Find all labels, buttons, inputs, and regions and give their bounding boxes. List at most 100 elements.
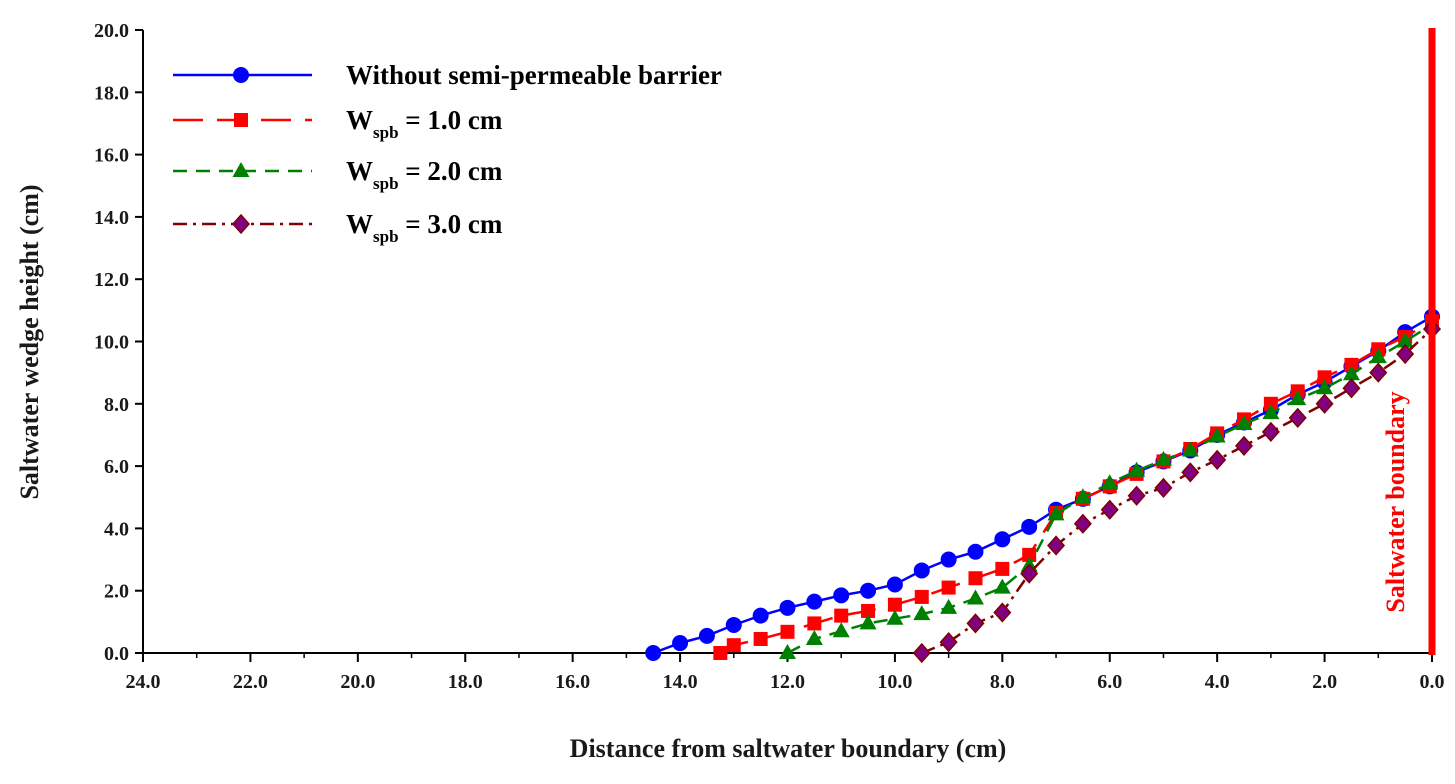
series-1-line — [652, 315, 1433, 655]
series-2 — [713, 314, 1439, 660]
legend-item-3: Wspb = 2.0 cm — [173, 156, 503, 193]
y-tick-label: 8.0 — [104, 394, 129, 416]
series-4-point — [1181, 462, 1200, 483]
series-3-point — [1154, 450, 1172, 466]
series-1-point — [645, 645, 662, 661]
series-1-point — [1021, 518, 1038, 535]
series-2-line — [719, 320, 1433, 655]
x-tick-label: 18.0 — [448, 671, 483, 693]
series-3-point — [966, 589, 984, 605]
series-4-point — [1261, 421, 1280, 442]
series-2-point — [807, 616, 822, 631]
series-layer — [645, 308, 1442, 664]
series-2-point — [1263, 396, 1278, 411]
x-axis-title: Distance from saltwater boundary (cm) — [570, 734, 1007, 763]
series-3-point — [779, 644, 796, 659]
series-3-point — [1289, 390, 1307, 406]
series-1-point — [994, 531, 1011, 548]
saltwater-boundary-label: Saltwater boundary — [1381, 391, 1410, 612]
y-tick-label: 12.0 — [94, 269, 129, 291]
series-1-point — [806, 593, 823, 610]
y-tick-label: 16.0 — [94, 145, 129, 167]
legend-label-main: Without semi-permeable barrier — [346, 60, 722, 90]
series-2-point — [861, 603, 876, 618]
legend-swatch-marker — [234, 113, 248, 127]
series-1-point — [860, 582, 877, 599]
x-tick-label: 4.0 — [1205, 671, 1230, 693]
legend-label: Wspb = 1.0 cm — [346, 105, 503, 142]
y-tick-label: 14.0 — [94, 207, 129, 229]
legend-label-subscript: spb — [373, 123, 399, 142]
legend-item-4: Wspb = 3.0 cm — [173, 209, 503, 246]
series-3-point — [832, 622, 850, 638]
series-4-point — [1342, 378, 1361, 399]
series-1-point — [913, 562, 930, 579]
series-4-point — [912, 642, 931, 664]
series-4-point — [1127, 485, 1146, 506]
series-3-point — [993, 578, 1011, 594]
series-2-point — [995, 561, 1010, 576]
legend-item-1: Without semi-permeable barrier — [173, 60, 722, 90]
x-tick-label: 0.0 — [1420, 671, 1445, 693]
series-1-point — [886, 576, 903, 593]
series-3-point — [1208, 427, 1226, 443]
legend-label: Wspb = 3.0 cm — [346, 209, 503, 246]
legend-label: Without semi-permeable barrier — [346, 60, 722, 90]
series-3-point — [859, 614, 877, 630]
series-2-point — [753, 631, 768, 646]
series-2-point — [834, 608, 849, 623]
series-3-point — [1235, 415, 1253, 431]
x-tick-label: 16.0 — [555, 671, 590, 693]
x-tick-label: 6.0 — [1097, 671, 1122, 693]
x-tick-label: 22.0 — [233, 671, 268, 693]
series-1-point — [940, 551, 957, 568]
series-2-point — [968, 571, 983, 586]
series-3-point — [1047, 505, 1065, 521]
series-4-point — [939, 631, 958, 653]
x-tick-label: 10.0 — [877, 671, 912, 693]
series-4-point — [993, 602, 1012, 623]
series-2-point — [887, 597, 902, 612]
series-3-point — [940, 598, 958, 614]
legend-item-2: Wspb = 1.0 cm — [173, 105, 503, 142]
series-2-point — [713, 646, 728, 660]
y-tick-label: 0.0 — [104, 643, 129, 665]
axes: 0.0 2.0 4.0 6.0 8.0 10.0 12.0 14.0 16.0 18.0 20.0 2… — [94, 20, 1445, 693]
x-tick-label: 8.0 — [990, 671, 1015, 693]
legend-label: Wspb = 2.0 cm — [346, 156, 503, 193]
series-2-point — [941, 580, 956, 595]
series-1-point — [833, 587, 850, 604]
y-axis-title: Saltwater wedge height (cm) — [15, 184, 44, 499]
series-4-point — [1235, 435, 1254, 456]
x-tick-label: 12.0 — [770, 671, 805, 693]
legend-label-subscript: spb — [373, 174, 399, 193]
x-tick-label: 20.0 — [340, 671, 375, 693]
series-2-point — [1022, 547, 1037, 562]
legend-label-tail: = 3.0 cm — [399, 209, 503, 239]
series-3-point — [805, 629, 823, 645]
series-4-point — [966, 613, 985, 634]
series-4-point — [1073, 513, 1092, 534]
series-1-point — [967, 543, 984, 560]
series-4-point — [1020, 563, 1039, 584]
x-tick-label: 14.0 — [663, 671, 698, 693]
series-3-point — [886, 609, 904, 625]
legend-label-subscript: spb — [373, 227, 399, 246]
series-3-point — [1181, 441, 1199, 457]
series-3 — [779, 315, 1441, 659]
series-4-point — [1315, 393, 1334, 414]
legend-label-tail: = 2.0 cm — [399, 156, 503, 186]
y-tick-label: 10.0 — [94, 332, 129, 354]
legend-swatch-marker — [232, 162, 250, 177]
legend-label-main: W — [346, 105, 373, 135]
series-3-point — [1316, 379, 1334, 395]
legend-swatch-marker — [233, 67, 249, 83]
series-3-point — [1396, 332, 1414, 348]
series-4-point — [1208, 449, 1227, 470]
series-4 — [912, 318, 1442, 664]
series-1-point — [752, 607, 769, 624]
legend-label-tail: = 1.0 cm — [399, 105, 503, 135]
series-4-point — [1369, 362, 1388, 383]
legend-label-main: W — [346, 209, 373, 239]
